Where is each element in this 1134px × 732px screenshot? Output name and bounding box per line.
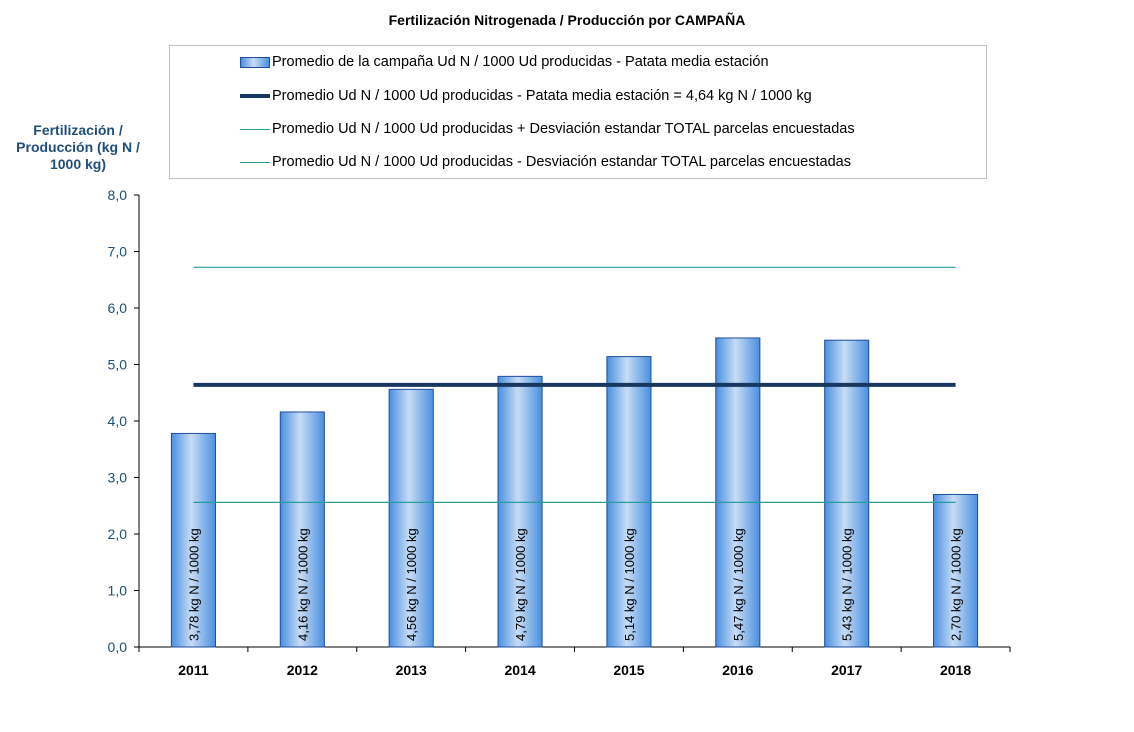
y-tick-label: 6,0 xyxy=(108,300,128,316)
bar-2013 xyxy=(388,388,434,648)
bar-value-label: 3,78 kg N / 1000 kg xyxy=(186,528,201,641)
bar-value-label: 2,70 kg N / 1000 kg xyxy=(949,528,964,641)
bar-value-label: 5,14 kg N / 1000 kg xyxy=(622,528,637,641)
x-tick-label: 2012 xyxy=(287,662,318,678)
y-tick-label: 2,0 xyxy=(108,526,128,542)
x-tick-label: 2018 xyxy=(940,662,971,678)
y-axis-title: Fertilización / Producción (kg N / 1000 … xyxy=(16,122,140,172)
x-tick-label: 2013 xyxy=(396,662,427,678)
y-tick-label: 7,0 xyxy=(108,244,128,260)
x-tick-label: 2017 xyxy=(831,662,862,678)
x-tick-label: 2011 xyxy=(178,662,209,678)
x-tick-label: 2014 xyxy=(504,662,535,678)
y-tick-label: 1,0 xyxy=(108,583,128,599)
bar-value-label: 4,79 kg N / 1000 kg xyxy=(513,528,528,641)
bar-value-label: 5,43 kg N / 1000 kg xyxy=(840,528,855,641)
bar-2012 xyxy=(279,411,325,648)
legend-swatch-bars xyxy=(240,56,270,68)
legend-item-mean: Promedio Ud N / 1000 Ud producidas - Pat… xyxy=(240,86,812,106)
legend-item-bars: Promedio de la campaña Ud N / 1000 Ud pr… xyxy=(240,52,769,72)
legend: Promedio de la campaña Ud N / 1000 Ud pr… xyxy=(169,45,987,179)
legend-label-plus-sd: Promedio Ud N / 1000 Ud producidas + Des… xyxy=(272,121,855,137)
legend-swatch-plus-sd xyxy=(240,128,270,130)
y-tick-label: 0,0 xyxy=(108,639,128,655)
y-tick-label: 5,0 xyxy=(108,357,128,373)
legend-label-minus-sd: Promedio Ud N / 1000 Ud producidas - Des… xyxy=(272,154,851,170)
y-tick-label: 3,0 xyxy=(108,470,128,486)
bar-value-label: 5,47 kg N / 1000 kg xyxy=(731,528,746,641)
legend-swatch-mean xyxy=(240,94,270,98)
bar-2018 xyxy=(933,493,979,648)
bar-value-label: 4,16 kg N / 1000 kg xyxy=(295,528,310,641)
legend-label-mean: Promedio Ud N / 1000 Ud producidas - Pat… xyxy=(272,88,812,104)
chart-title: Fertilización Nitrogenada / Producción p… xyxy=(388,12,746,28)
bar-2016 xyxy=(715,337,761,648)
y-tick-label: 4,0 xyxy=(108,413,128,429)
bar-2011 xyxy=(170,432,216,648)
bar-2017 xyxy=(824,339,870,648)
legend-item-minus-sd: Promedio Ud N / 1000 Ud producidas - Des… xyxy=(240,152,851,172)
bar-value-label: 4,56 kg N / 1000 kg xyxy=(404,528,419,641)
legend-item-plus-sd: Promedio Ud N / 1000 Ud producidas + Des… xyxy=(240,119,855,139)
bar-2014 xyxy=(497,375,543,648)
x-tick-label: 2016 xyxy=(722,662,753,678)
y-tick-label: 8,0 xyxy=(108,187,128,203)
legend-label-bars: Promedio de la campaña Ud N / 1000 Ud pr… xyxy=(272,54,769,70)
legend-swatch-minus-sd xyxy=(240,161,270,163)
x-tick-label: 2015 xyxy=(613,662,644,678)
